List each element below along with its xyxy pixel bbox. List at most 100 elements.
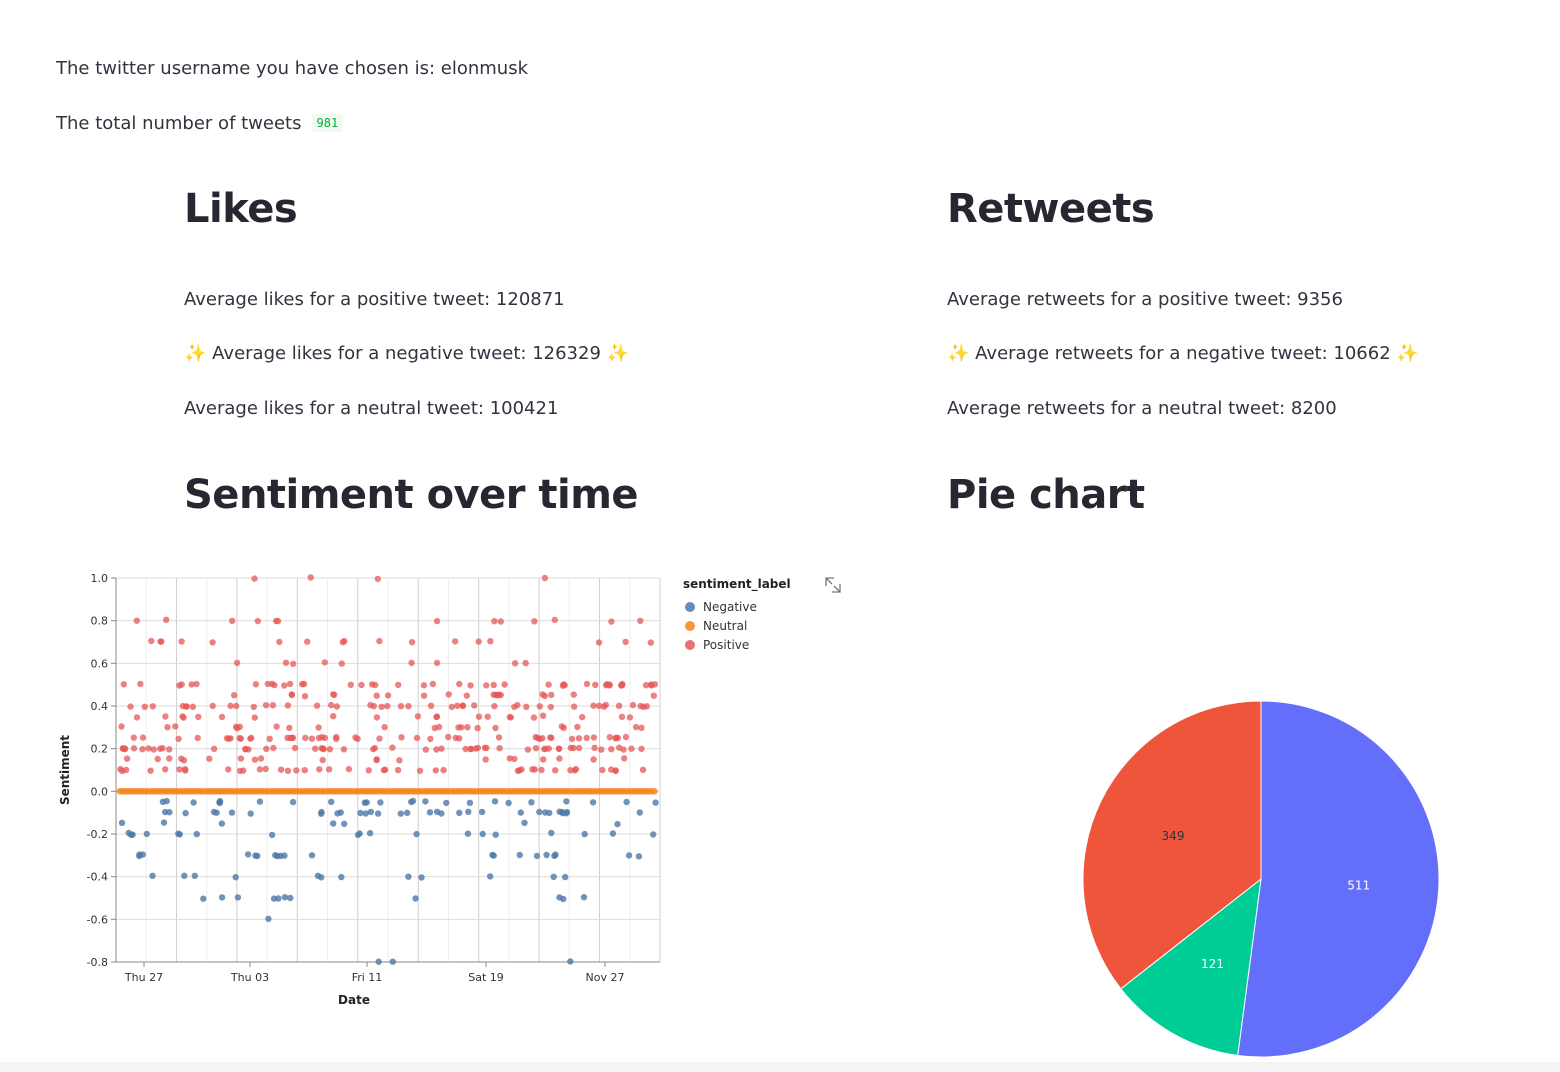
positive-point	[492, 724, 499, 732]
positive-point	[266, 735, 273, 742]
pie-heading: Pie chart	[947, 472, 1145, 518]
sparkles-icon: ✨	[606, 343, 630, 364]
positive-point	[127, 703, 134, 710]
positive-point	[372, 681, 379, 689]
negative-point	[465, 808, 472, 815]
negative-point	[418, 874, 425, 881]
negative-point	[478, 808, 486, 816]
positive-point	[315, 724, 322, 731]
positive-point	[164, 724, 171, 731]
positive-point	[596, 702, 603, 709]
positive-point	[288, 691, 295, 698]
positive-point	[570, 744, 577, 752]
positive-point	[408, 639, 416, 646]
positive-point	[263, 745, 270, 752]
negative-point	[318, 808, 325, 816]
positive-point	[438, 745, 445, 752]
y-tick-label: 0.8	[91, 615, 109, 628]
positive-point	[518, 766, 525, 773]
x-tick-label: Thu 27	[124, 971, 163, 984]
positive-point	[420, 692, 428, 699]
positive-point	[618, 713, 626, 720]
positive-point	[376, 735, 383, 742]
negative-point	[609, 830, 617, 837]
positive-point	[606, 681, 613, 688]
positive-point	[176, 766, 183, 773]
legend-label: Negative	[703, 600, 757, 614]
negative-point	[281, 894, 289, 901]
positive-point	[251, 714, 258, 721]
positive-point	[237, 755, 245, 762]
negative-point	[614, 820, 621, 828]
negative-point	[159, 798, 167, 805]
negative-point	[635, 853, 643, 860]
negative-point	[139, 851, 146, 858]
expand-icon[interactable]	[825, 577, 841, 593]
positive-point	[302, 734, 309, 742]
positive-point	[558, 723, 566, 730]
negative-point	[581, 830, 588, 838]
positive-point	[511, 755, 518, 763]
positive-point	[282, 659, 290, 666]
legend-swatch	[685, 602, 695, 612]
negative-point	[166, 809, 173, 816]
positive-point	[380, 766, 388, 774]
positive-point	[149, 703, 156, 710]
positive-point	[172, 723, 179, 730]
negative-point	[517, 809, 524, 816]
negative-point	[404, 809, 411, 816]
pie-slice-label: 349	[1162, 829, 1185, 843]
positive-point	[632, 723, 640, 731]
negative-point	[218, 820, 226, 827]
positive-point	[209, 702, 216, 710]
likes-heading: Likes	[184, 186, 298, 232]
positive-point	[225, 766, 232, 773]
legend-label: Positive	[703, 638, 749, 652]
negative-point	[265, 915, 272, 922]
positive-point	[398, 734, 405, 741]
positive-point	[396, 757, 403, 764]
positive-point	[432, 767, 439, 774]
positive-point	[471, 702, 478, 709]
negative-point	[193, 830, 200, 838]
positive-point	[330, 713, 337, 720]
negative-point	[589, 799, 597, 806]
positive-point	[647, 639, 654, 646]
positive-point	[312, 745, 319, 752]
positive-point	[289, 734, 297, 741]
positive-point	[538, 766, 545, 774]
positive-point	[551, 616, 558, 624]
positive-point	[408, 659, 415, 667]
x-tick-label: Fri 11	[352, 971, 383, 984]
positive-point	[206, 755, 213, 762]
positive-point	[579, 713, 586, 721]
positive-point	[487, 638, 494, 645]
positive-point	[130, 734, 137, 741]
negative-point	[516, 851, 523, 859]
positive-point	[231, 692, 238, 699]
positive-point	[612, 734, 620, 741]
positive-point	[448, 703, 455, 711]
negative-point	[256, 798, 264, 805]
positive-point	[394, 766, 402, 774]
positive-point	[188, 681, 195, 688]
positive-point	[451, 638, 459, 645]
positive-point	[591, 744, 598, 751]
x-axis-title: Date	[338, 993, 370, 1007]
negative-point	[275, 895, 282, 902]
positive-point	[162, 713, 169, 720]
positive-point	[276, 638, 283, 646]
positive-point	[147, 767, 154, 774]
positive-point	[482, 756, 489, 763]
negative-point	[533, 852, 541, 860]
positive-point	[570, 691, 577, 698]
positive-point	[650, 692, 657, 699]
positive-point	[183, 703, 190, 710]
positive-point	[250, 703, 257, 711]
positive-point	[270, 744, 277, 752]
positive-point	[590, 734, 598, 741]
negative-point	[466, 799, 474, 806]
retweets-negative-line: ✨ Average retweets for a negative tweet:…	[947, 343, 1419, 364]
retweets-negative: Average retweets for a negative tweet: 1…	[975, 343, 1391, 364]
negative-point	[374, 810, 382, 817]
